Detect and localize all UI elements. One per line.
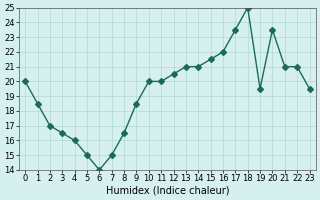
X-axis label: Humidex (Indice chaleur): Humidex (Indice chaleur) (106, 186, 229, 196)
